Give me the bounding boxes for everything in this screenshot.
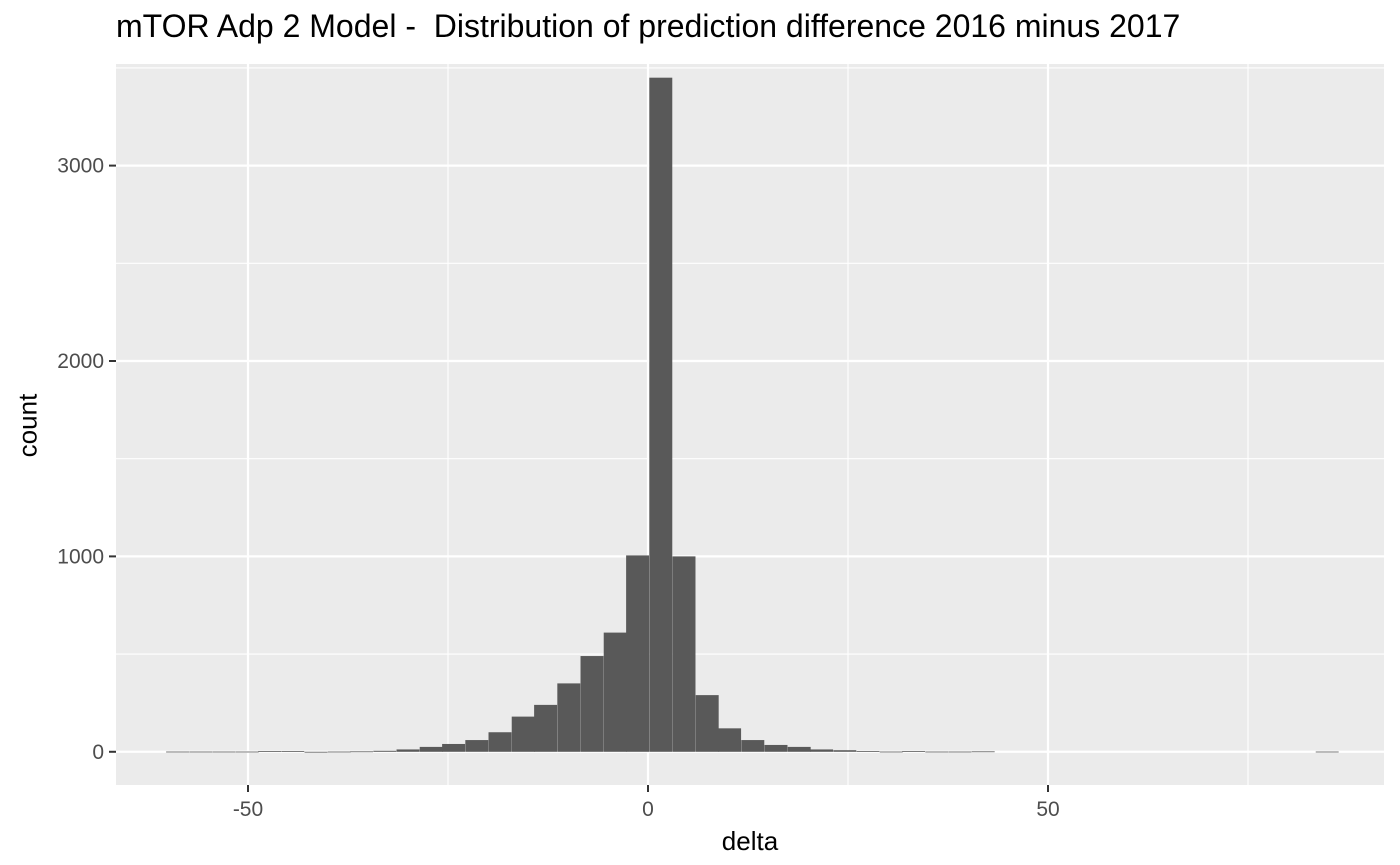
y-tick-label: 0 xyxy=(92,741,104,764)
histogram-bar xyxy=(212,751,236,753)
histogram-bar xyxy=(557,683,581,752)
histogram-bar xyxy=(534,704,558,752)
x-axis-label: delta xyxy=(721,826,779,856)
histogram-bar xyxy=(856,751,880,752)
histogram-bar xyxy=(396,749,420,752)
histogram-bar xyxy=(603,632,627,752)
histogram-bar xyxy=(971,751,995,753)
histogram-bar xyxy=(465,740,489,752)
histogram-bar xyxy=(741,740,765,752)
y-tick-label: 3000 xyxy=(57,155,104,178)
histogram-bar xyxy=(304,751,328,753)
x-tick-label: -50 xyxy=(233,798,263,821)
y-tick-label: 1000 xyxy=(57,545,104,568)
histogram-bar xyxy=(235,751,259,753)
plot-panel xyxy=(116,64,1384,785)
histogram-bar xyxy=(442,743,466,752)
histogram-bar xyxy=(810,749,834,752)
x-tick-label: 0 xyxy=(642,798,654,821)
histogram-bar xyxy=(925,751,949,753)
histogram-bar xyxy=(166,751,190,753)
histogram-bar xyxy=(695,695,719,752)
histogram-bar xyxy=(787,746,811,752)
histogram-bars xyxy=(166,77,1339,753)
histogram-bar xyxy=(718,728,742,752)
histogram-bar xyxy=(580,656,604,752)
histogram-bar xyxy=(626,555,650,752)
histogram-bar xyxy=(281,751,305,752)
minor-gridlines xyxy=(116,64,1384,785)
axis-ticks xyxy=(109,164,1049,792)
x-tick-label: 50 xyxy=(1036,798,1059,821)
histogram-bar xyxy=(764,744,788,752)
histogram-bar xyxy=(327,751,351,753)
histogram-bar xyxy=(672,556,696,752)
histogram-bar xyxy=(511,716,535,752)
histogram-bar xyxy=(258,751,282,752)
histogram-bar xyxy=(649,77,673,752)
histogram-bar xyxy=(373,750,397,752)
histogram-bar xyxy=(948,751,972,753)
histogram-bar xyxy=(902,751,926,752)
histogram-bar xyxy=(879,751,903,753)
histogram-bar xyxy=(419,746,443,752)
histogram-bar xyxy=(833,750,857,752)
histogram-bar xyxy=(350,751,374,753)
histogram-bar xyxy=(189,751,213,753)
histogram-bar xyxy=(1315,751,1339,753)
chart-title: mTOR Adp 2 Model - Distribution of predi… xyxy=(116,8,1181,44)
histogram-bar xyxy=(488,732,512,752)
y-tick-label: 2000 xyxy=(57,350,104,373)
y-axis-label: count xyxy=(12,393,43,458)
